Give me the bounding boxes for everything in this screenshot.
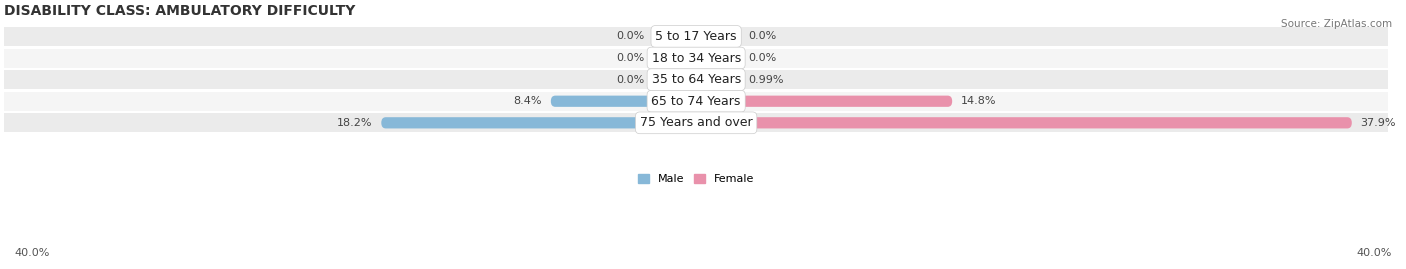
Bar: [4, 70, 1388, 89]
Text: 40.0%: 40.0%: [1357, 248, 1392, 258]
Text: 0.0%: 0.0%: [748, 53, 776, 63]
Bar: [4, 27, 1388, 46]
Text: 35 to 64 Years: 35 to 64 Years: [651, 73, 741, 86]
Text: 37.9%: 37.9%: [1361, 118, 1396, 128]
FancyBboxPatch shape: [652, 74, 696, 85]
Text: 75 Years and over: 75 Years and over: [640, 116, 752, 129]
Text: 5 to 17 Years: 5 to 17 Years: [655, 30, 737, 43]
Text: 0.0%: 0.0%: [616, 53, 644, 63]
Text: 65 to 74 Years: 65 to 74 Years: [651, 95, 741, 108]
Legend: Male, Female: Male, Female: [634, 169, 758, 189]
FancyBboxPatch shape: [696, 74, 740, 85]
Text: 40.0%: 40.0%: [14, 248, 49, 258]
FancyBboxPatch shape: [696, 31, 740, 42]
Text: 8.4%: 8.4%: [513, 96, 543, 106]
Text: Source: ZipAtlas.com: Source: ZipAtlas.com: [1281, 19, 1392, 29]
Bar: [4, 92, 1388, 111]
Text: 0.0%: 0.0%: [616, 75, 644, 85]
Text: 14.8%: 14.8%: [960, 96, 997, 106]
Text: 18 to 34 Years: 18 to 34 Years: [651, 52, 741, 65]
Text: 18.2%: 18.2%: [337, 118, 373, 128]
FancyBboxPatch shape: [551, 95, 696, 107]
Bar: [4, 48, 1388, 68]
Bar: [4, 113, 1388, 132]
Text: DISABILITY CLASS: AMBULATORY DIFFICULTY: DISABILITY CLASS: AMBULATORY DIFFICULTY: [4, 4, 356, 18]
Text: 0.0%: 0.0%: [748, 31, 776, 41]
FancyBboxPatch shape: [696, 52, 740, 64]
Text: 0.0%: 0.0%: [616, 31, 644, 41]
FancyBboxPatch shape: [381, 117, 696, 128]
FancyBboxPatch shape: [696, 95, 952, 107]
Text: 0.99%: 0.99%: [748, 75, 783, 85]
FancyBboxPatch shape: [696, 117, 1351, 128]
FancyBboxPatch shape: [652, 52, 696, 64]
FancyBboxPatch shape: [652, 31, 696, 42]
